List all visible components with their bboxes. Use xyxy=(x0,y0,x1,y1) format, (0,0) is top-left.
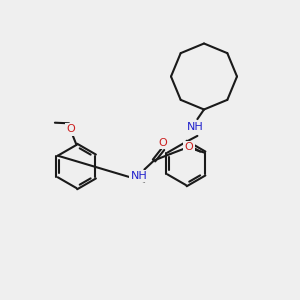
Text: O: O xyxy=(159,137,167,148)
Text: O: O xyxy=(185,142,194,152)
Text: NH: NH xyxy=(130,171,147,181)
Text: NH: NH xyxy=(187,122,204,133)
Text: O: O xyxy=(66,124,75,134)
